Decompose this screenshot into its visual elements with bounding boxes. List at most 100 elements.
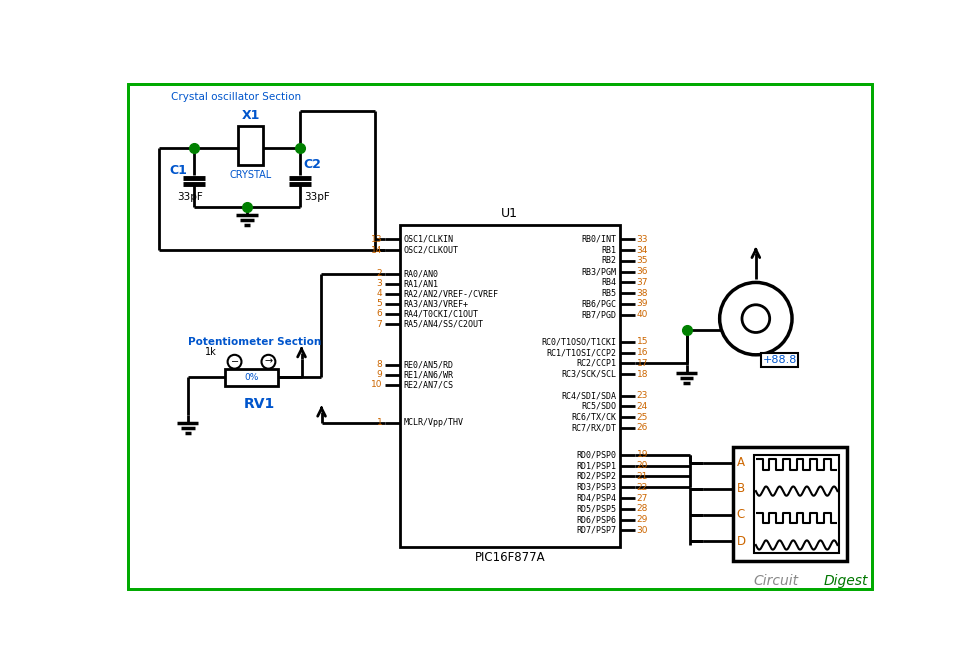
Text: RD0/PSP0: RD0/PSP0 <box>577 450 617 460</box>
Text: PIC16F877A: PIC16F877A <box>474 551 546 564</box>
Text: 3: 3 <box>377 280 383 288</box>
Text: 22: 22 <box>636 483 648 492</box>
Circle shape <box>742 305 770 332</box>
Text: OSC1/CLKIN: OSC1/CLKIN <box>403 235 453 244</box>
Text: +88.8: +88.8 <box>762 355 796 365</box>
Text: 14: 14 <box>371 246 383 254</box>
Text: 4: 4 <box>377 290 383 298</box>
Text: RA4/T0CKI/C1OUT: RA4/T0CKI/C1OUT <box>403 310 478 318</box>
Bar <box>761 353 798 367</box>
Text: RB4: RB4 <box>601 278 617 287</box>
Text: RB6/PGC: RB6/PGC <box>582 300 617 308</box>
Text: 25: 25 <box>636 413 648 422</box>
Text: 1k: 1k <box>205 347 217 357</box>
Bar <box>733 447 847 561</box>
Text: 36: 36 <box>636 267 648 276</box>
Circle shape <box>227 355 241 369</box>
Text: RD6/PSP6: RD6/PSP6 <box>577 515 617 524</box>
Text: →: → <box>264 357 272 367</box>
Text: RD1/PSP1: RD1/PSP1 <box>577 461 617 470</box>
Text: X1: X1 <box>241 109 260 122</box>
Text: B: B <box>737 482 745 496</box>
Text: 13: 13 <box>371 235 383 244</box>
Text: A: A <box>737 456 745 469</box>
Text: Digest: Digest <box>824 574 869 588</box>
Text: U1: U1 <box>502 207 518 220</box>
Text: RE1/AN6/WR: RE1/AN6/WR <box>403 370 453 380</box>
Text: RD7/PSP7: RD7/PSP7 <box>577 526 617 535</box>
Text: RA5/AN4/SS/C2OUT: RA5/AN4/SS/C2OUT <box>403 320 483 328</box>
Text: RB7/PGD: RB7/PGD <box>582 310 617 319</box>
Text: 15: 15 <box>636 337 648 346</box>
Text: RD3/PSP3: RD3/PSP3 <box>577 483 617 492</box>
Text: RC3/SCK/SCL: RC3/SCK/SCL <box>561 370 617 378</box>
Text: RB2: RB2 <box>601 256 617 265</box>
Text: 40: 40 <box>636 310 648 319</box>
Text: 33pF: 33pF <box>304 192 330 202</box>
Text: −: − <box>230 357 238 367</box>
Text: 37: 37 <box>636 278 648 287</box>
Text: 5: 5 <box>377 300 383 308</box>
Text: RD2/PSP2: RD2/PSP2 <box>577 472 617 481</box>
Text: MCLR/Vpp/THV: MCLR/Vpp/THV <box>403 418 464 427</box>
Text: Potentiometer Section: Potentiometer Section <box>187 338 321 348</box>
Text: RB1: RB1 <box>601 246 617 254</box>
Text: OSC2/CLKOUT: OSC2/CLKOUT <box>403 246 458 254</box>
Text: RV1: RV1 <box>244 397 275 411</box>
Text: 9: 9 <box>377 370 383 380</box>
Text: RA2/AN2/VREF-/CVREF: RA2/AN2/VREF-/CVREF <box>403 290 498 298</box>
Text: Crystal oscillator Section: Crystal oscillator Section <box>171 92 301 102</box>
Text: 29: 29 <box>636 515 648 524</box>
Text: RE2/AN7/CS: RE2/AN7/CS <box>403 380 453 390</box>
Text: RB3/PGM: RB3/PGM <box>582 267 617 276</box>
Text: 38: 38 <box>636 288 648 298</box>
Text: 19: 19 <box>636 450 648 460</box>
Bar <box>400 224 620 547</box>
Text: 28: 28 <box>636 504 648 513</box>
Text: 2: 2 <box>377 270 383 278</box>
Text: RC7/RX/DT: RC7/RX/DT <box>572 424 617 432</box>
Text: RC6/TX/CK: RC6/TX/CK <box>572 413 617 422</box>
Text: 16: 16 <box>636 348 648 357</box>
Text: CRYSTAL: CRYSTAL <box>229 170 272 180</box>
Text: 1: 1 <box>377 418 383 427</box>
Text: 21: 21 <box>636 472 648 481</box>
Text: RD4/PSP4: RD4/PSP4 <box>577 494 617 503</box>
Bar <box>238 126 264 165</box>
Text: 35: 35 <box>636 256 648 265</box>
Text: RB0/INT: RB0/INT <box>582 235 617 244</box>
Text: 20: 20 <box>636 461 648 470</box>
Text: 39: 39 <box>636 300 648 308</box>
Text: RA1/AN1: RA1/AN1 <box>403 280 438 288</box>
Text: 0%: 0% <box>244 373 259 382</box>
Bar <box>754 455 839 553</box>
Text: RA0/AN0: RA0/AN0 <box>403 270 438 278</box>
Text: 24: 24 <box>636 402 648 411</box>
Text: 27: 27 <box>636 494 648 503</box>
Text: 6: 6 <box>377 310 383 318</box>
Text: 18: 18 <box>636 370 648 378</box>
Bar <box>224 369 278 386</box>
Text: D: D <box>737 535 746 547</box>
Text: 26: 26 <box>636 424 648 432</box>
Text: 23: 23 <box>636 391 648 400</box>
Text: 34: 34 <box>636 246 648 254</box>
Text: 10: 10 <box>371 380 383 390</box>
Text: 30: 30 <box>636 526 648 535</box>
Text: 17: 17 <box>636 359 648 368</box>
Text: RC1/T1OSI/CCP2: RC1/T1OSI/CCP2 <box>547 348 617 357</box>
Circle shape <box>262 355 275 369</box>
Text: RC4/SDI/SDA: RC4/SDI/SDA <box>561 391 617 400</box>
Text: 8: 8 <box>377 360 383 370</box>
Text: 33pF: 33pF <box>177 192 203 202</box>
Text: C2: C2 <box>304 158 322 171</box>
Text: RC0/T1OSO/T1CKI: RC0/T1OSO/T1CKI <box>542 337 617 346</box>
Text: RE0/AN5/RD: RE0/AN5/RD <box>403 360 453 370</box>
Text: RC5/SDO: RC5/SDO <box>582 402 617 411</box>
Text: RA3/AN3/VREF+: RA3/AN3/VREF+ <box>403 300 468 308</box>
Text: Circuit: Circuit <box>753 574 799 588</box>
Text: 33: 33 <box>636 235 648 244</box>
Circle shape <box>719 282 793 355</box>
Text: C1: C1 <box>169 165 187 177</box>
Text: 7: 7 <box>377 320 383 328</box>
